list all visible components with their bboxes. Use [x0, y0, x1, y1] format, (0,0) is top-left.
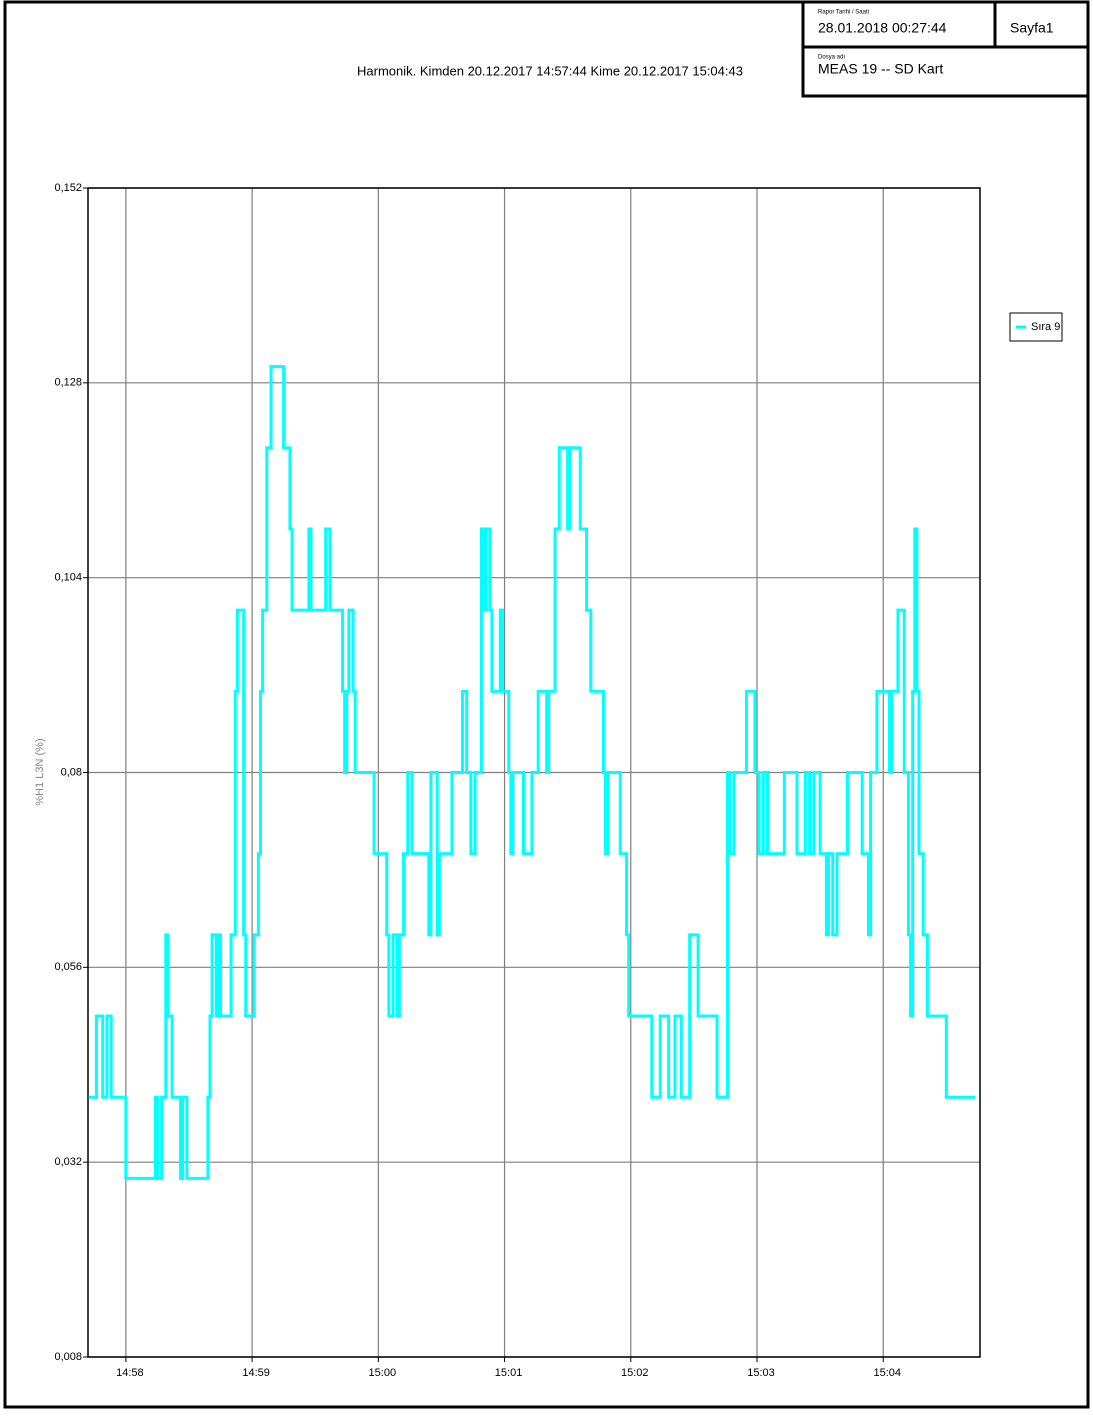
y-tick-label: 0,104: [54, 572, 82, 584]
file-name: MEAS 19 -- SD Kart: [818, 61, 943, 77]
x-tick-label: 15:02: [621, 1367, 649, 1379]
y-tick-label: 0,008: [54, 1351, 82, 1363]
x-tick-label: 14:59: [242, 1367, 270, 1379]
report-date-label: Rapor Tarihi / Saati: [818, 10, 869, 16]
page-name: Sayfa1: [1010, 20, 1054, 36]
legend-label: Sıra 9: [1031, 321, 1060, 333]
y-tick-label: 0,08: [61, 766, 82, 778]
report-date: 28.01.2018 00:27:44: [818, 20, 947, 36]
y-tick-label: 0,056: [54, 961, 82, 973]
y-tick-label: 0,128: [54, 377, 82, 389]
chart-title: Harmonik. Kimden 20.12.2017 14:57:44 Kim…: [357, 63, 743, 78]
y-tick-label: 0,032: [54, 1156, 82, 1168]
y-tick-label: 0,152: [54, 182, 82, 194]
x-tick-label: 15:04: [873, 1367, 901, 1379]
plot-frame: [87, 187, 981, 1358]
header-box: [801, 0, 1090, 98]
x-tick-label: 15:03: [747, 1367, 775, 1379]
x-tick-label: 15:00: [369, 1367, 397, 1379]
file-label: Dosya adı: [818, 55, 845, 61]
y-axis-label: %H1 L3N (%): [34, 738, 46, 805]
x-tick-label: 14:58: [116, 1367, 144, 1379]
x-tick-label: 15:01: [495, 1367, 523, 1379]
page-border: [3, 0, 1090, 1409]
